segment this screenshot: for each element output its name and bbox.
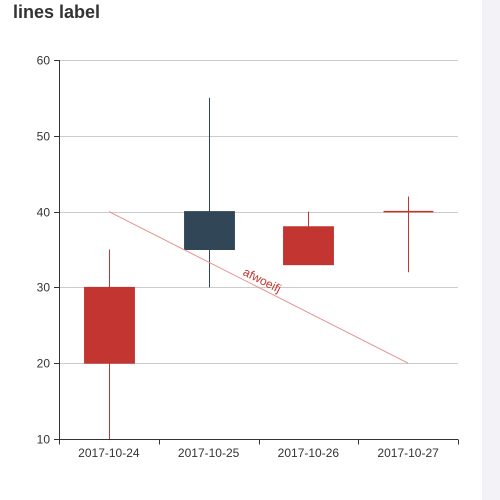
x-tick-label: 2017-10-25 [178, 446, 240, 460]
x-tick-label: 2017-10-24 [78, 446, 140, 460]
mark-line-segment [108, 211, 409, 364]
candles [84, 97, 434, 439]
y-tick-label: 10 [37, 433, 51, 447]
y-tick-label: 30 [37, 281, 51, 295]
candle-body [184, 211, 235, 251]
y-tick-label: 20 [37, 357, 51, 371]
mark-line-label: afwoeifj [241, 265, 284, 296]
y-tick-label: 50 [37, 130, 51, 144]
x-tick-label: 2017-10-27 [377, 446, 439, 460]
y-tick-label: 60 [37, 54, 51, 68]
x-tick-label: 2017-10-26 [278, 446, 340, 460]
chart-panel: lines label afwoeifj 10 20 30 40 50 60 2017-10… [0, 0, 482, 500]
y-tick-label: 40 [37, 206, 51, 220]
chart-title: lines label [13, 2, 101, 22]
candle-body [84, 286, 135, 364]
candle-body [283, 226, 334, 266]
axes: 10 20 30 40 50 60 2017-10-24 2017-10-25 2017-10-… [37, 54, 459, 460]
candlestick-chart: afwoeifj 10 20 30 40 50 60 2017-10-24 2017-10-2… [37, 54, 459, 460]
